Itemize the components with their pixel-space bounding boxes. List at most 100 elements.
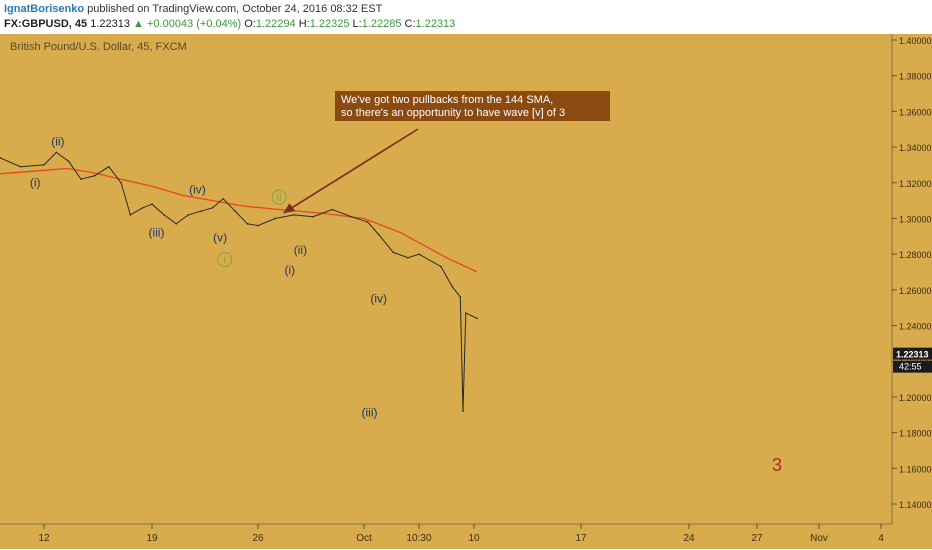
author-link[interactable]: IgnatBorisenko (4, 3, 85, 15)
y-tick-label: 1.24000 (899, 322, 932, 332)
x-tick-label: Nov (810, 533, 828, 544)
x-tick-label: 19 (146, 533, 158, 544)
c-label: C: (404, 18, 416, 30)
c-value: 1.22313 (415, 18, 456, 30)
x-tick-label: 26 (252, 533, 264, 544)
wave-label: (iv) (189, 182, 206, 196)
wave-label: (iii) (362, 406, 378, 420)
x-tick-label: 4 (878, 533, 884, 544)
price-point (331, 208, 334, 211)
price-point (350, 215, 353, 218)
price-point (312, 215, 314, 218)
y-tick-label: 1.36000 (899, 107, 932, 117)
x-tick-label: 27 (751, 533, 763, 544)
l-value: 1.22285 (361, 18, 402, 30)
change-value: +0.00043 (+0.04%) (146, 18, 242, 30)
x-tick-label: 10 (468, 533, 480, 544)
wave-label: (iv) (370, 291, 387, 305)
last-price-label: 1.22313 (896, 350, 929, 360)
circle-wave-label: i (223, 255, 225, 267)
last-value: 1.22313 (90, 18, 130, 30)
y-tick-label: 1.32000 (899, 179, 932, 189)
y-tick-label: 1.28000 (899, 250, 932, 260)
up-arrow-icon: ▲ (133, 18, 144, 30)
circle-wave-marker (271, 189, 287, 205)
x-tick-label: 10:30 (406, 533, 431, 544)
price-point (476, 317, 478, 320)
wave-label: (i) (284, 263, 295, 277)
o-label: O: (244, 18, 256, 30)
ohlc-header: FX:GBPUSD, 45 1.22313 ▲ +0.00043 (+0.04%… (4, 18, 455, 30)
x-tick-label: 17 (575, 533, 587, 544)
callout-text: We've got two pullbacks from the 144 SMA… (341, 94, 553, 106)
h-value: 1.22325 (309, 18, 350, 30)
price-point (459, 296, 462, 298)
callout-box (335, 91, 610, 121)
x-tick-label: Oct (356, 533, 372, 544)
last-price-tag (893, 347, 932, 360)
published-text: published on TradingView.com, October 24… (87, 3, 383, 15)
callout-arrowhead (283, 203, 296, 214)
price-point (222, 198, 224, 200)
price-point (175, 223, 178, 225)
price-point (293, 214, 295, 216)
price-point (67, 160, 70, 163)
wave-label: (ii) (294, 243, 307, 257)
price-point (19, 165, 22, 168)
chart-title: British Pound/U.S. Dollar, 45, FXCM (10, 41, 187, 53)
countdown-tag (893, 360, 932, 373)
price-point (462, 410, 464, 413)
price-point (274, 217, 276, 220)
price-point (377, 233, 380, 236)
price-point (141, 206, 144, 209)
price-point (451, 285, 453, 288)
y-tick-label: 1.18000 (899, 429, 932, 439)
price-point (418, 253, 420, 255)
l-label: L: (352, 18, 362, 30)
price-point (151, 203, 153, 205)
time-axis-background (0, 524, 932, 549)
y-tick-label: 1.30000 (899, 214, 932, 224)
y-tick-label: 1.20000 (899, 393, 932, 403)
x-tick-label: 24 (683, 533, 695, 544)
wave-label: (v) (213, 231, 227, 245)
price-point (440, 265, 442, 268)
price-point (234, 210, 237, 213)
price-point (257, 224, 259, 227)
price-point (366, 221, 369, 223)
countdown-label: 42:55 (899, 362, 922, 372)
price-point (0, 156, 1, 159)
price-point (211, 206, 214, 209)
publish-header: IgnatBorisenko published on TradingView.… (4, 3, 382, 15)
price-point (392, 251, 395, 254)
wave-label: (i) (30, 175, 41, 189)
big-wave-label: 3 (772, 455, 782, 475)
y-tick-label: 1.14000 (899, 500, 932, 510)
circle-wave-label: ii (277, 192, 282, 204)
callout-text: so there's an opportunity to have wave [… (341, 107, 565, 119)
x-tick-label: 12 (38, 533, 50, 544)
o-value: 1.22294 (255, 18, 296, 30)
wave-label: (iii) (149, 225, 165, 239)
price-point (187, 214, 190, 216)
price-point (94, 174, 96, 177)
price-point (246, 223, 249, 225)
price-point (129, 214, 132, 216)
price-point (55, 151, 58, 154)
price-point (108, 165, 110, 168)
callout-arrow (283, 128, 419, 214)
y-tick-label: 1.16000 (899, 464, 932, 474)
price-point (80, 178, 82, 180)
y-tick-label: 1.34000 (899, 143, 932, 153)
circle-wave-marker (217, 252, 233, 268)
symbol-label: FX:GBPUSD, 45 (4, 18, 88, 30)
price-point (120, 181, 122, 184)
price-point (464, 312, 467, 314)
h-label: H: (298, 18, 310, 30)
price-point (407, 256, 409, 259)
price-axis-background (892, 34, 932, 524)
price-chart[interactable]: British Pound/U.S. Dollar, 45, FXCM 1.40… (0, 34, 932, 549)
wave-label: (ii) (51, 134, 64, 148)
y-tick-label: 1.38000 (899, 72, 932, 82)
